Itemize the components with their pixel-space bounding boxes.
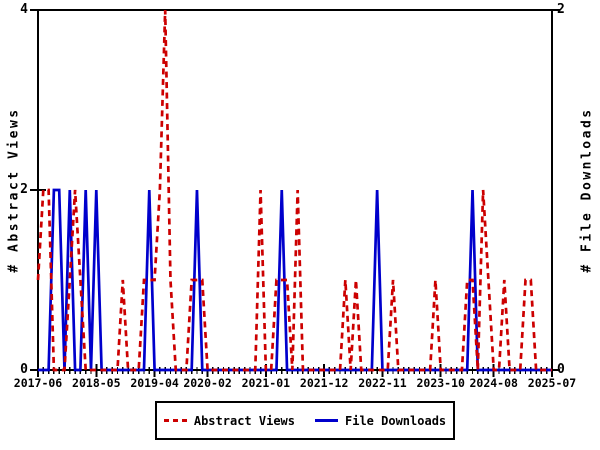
y-tick-label-left: 2 xyxy=(20,182,28,197)
y-tick-label-left: 0 xyxy=(20,362,28,377)
x-tick-label: 2024-08 xyxy=(469,376,518,390)
legend: Abstract Views File Downloads xyxy=(155,401,455,440)
x-tick-label: 2018-05 xyxy=(72,376,121,390)
x-tick-label: 2021-01 xyxy=(241,376,291,390)
x-tick-label: 2021-12 xyxy=(299,376,349,390)
legend-label-file-downloads: File Downloads xyxy=(345,413,447,428)
y-tick-label-left: 4 xyxy=(20,2,28,17)
x-tick-label: 2017-06 xyxy=(13,376,63,390)
abstract-views-line-sample xyxy=(163,419,187,422)
y-tick-label-right: 2 xyxy=(557,2,565,17)
x-tick-label: 2019-04 xyxy=(130,376,179,390)
x-tick-label: 2020-02 xyxy=(183,376,232,390)
y-tick-label-right: 0 xyxy=(557,362,565,377)
series-abstract-views xyxy=(36,9,552,372)
x-tick-label: 2025-07 xyxy=(527,376,577,390)
legend-entry-abstract-views: Abstract Views xyxy=(163,413,295,428)
series-file-downloads xyxy=(38,188,552,372)
file-downloads-line-sample xyxy=(315,419,338,422)
x-tick-label: 2023-10 xyxy=(416,376,465,390)
x-tick-label: 2022-11 xyxy=(358,376,407,390)
legend-entry-file-downloads: File Downloads xyxy=(315,414,446,428)
right-axis-title: # File Downloads xyxy=(579,107,595,273)
legend-label-abstract-views: Abstract Views xyxy=(193,413,295,428)
